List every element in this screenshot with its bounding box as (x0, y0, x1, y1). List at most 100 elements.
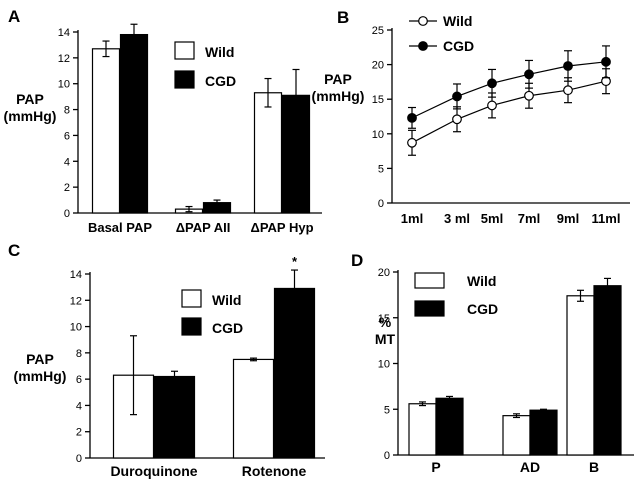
y-tick-label: 8 (64, 105, 70, 117)
y-tick-label: 4 (76, 400, 82, 412)
panel-label: C (8, 241, 20, 260)
y-tick-label: 15 (372, 94, 384, 106)
bar-wild (91, 48, 121, 214)
y-tick-label: 25 (372, 25, 384, 37)
x-tick-label: 7ml (518, 211, 540, 226)
bar-cgd (273, 287, 316, 459)
legend-label-cgd: CGD (443, 38, 474, 54)
point-wild (487, 100, 497, 111)
y-axis-label: PAP (26, 351, 54, 367)
category-label: B (589, 459, 599, 475)
y-tick-label: 14 (70, 269, 82, 281)
y-tick-label: 5 (378, 163, 384, 175)
y-tick-label: 12 (58, 53, 70, 65)
y-tick-label: 10 (70, 322, 82, 334)
y-axis-label: (mmHg) (312, 88, 365, 104)
legend-swatch-wild (174, 41, 195, 60)
bar-wild (253, 92, 283, 214)
legend-marker-cgd (418, 41, 428, 51)
legend-label-cgd: CGD (212, 320, 243, 336)
bar-wild (408, 403, 437, 456)
category-label: Rotenone (242, 463, 307, 479)
y-axis-label: PAP (16, 91, 44, 107)
legend-marker-wild (418, 16, 428, 26)
panel-d: D 0 5 10 15 20%MT P AD B Wild CGD (351, 251, 634, 475)
y-tick-label: 2 (76, 427, 82, 439)
y-tick-label: 6 (76, 374, 82, 386)
bar-wild (502, 415, 531, 456)
y-tick-label: 4 (64, 156, 70, 168)
y-tick-label: 0 (378, 198, 384, 210)
series-line-wild (411, 80, 607, 144)
legend-swatch-wild (414, 272, 445, 289)
y-tick-label: 0 (64, 208, 70, 220)
legend-label-wild: Wild (467, 273, 496, 289)
x-tick-label: 9ml (557, 211, 579, 226)
legend-label-wild: Wild (212, 292, 241, 308)
y-tick-label: 8 (76, 348, 82, 360)
category-label: Duroquinone (110, 463, 197, 479)
panel-label: D (351, 251, 363, 270)
y-tick-label: 10 (58, 79, 70, 91)
legend-label-cgd: CGD (467, 301, 498, 317)
legend-label-wild: Wild (443, 13, 472, 29)
point-cgd (601, 56, 611, 67)
panel-label: B (337, 8, 349, 27)
panel-label: A (8, 7, 20, 26)
bar-cgd (435, 397, 464, 456)
point-wild (407, 137, 417, 148)
legend: Wild CGD (414, 272, 498, 317)
point-wild (524, 90, 534, 101)
x-tick-label: 5ml (481, 211, 503, 226)
y-axis-label: % (379, 314, 392, 330)
point-wild (563, 85, 573, 96)
legend: Wild CGD (181, 289, 243, 336)
y-tick-label: 12 (70, 295, 82, 307)
y-tick-label: 20 (378, 267, 390, 279)
point-wild (452, 114, 462, 125)
category-label: P (431, 459, 440, 475)
legend-label-cgd: CGD (205, 73, 236, 89)
category-label: Basal PAP (88, 220, 152, 235)
legend-swatch-cgd (174, 70, 195, 89)
y-tick-label: 20 (372, 60, 384, 72)
y-tick-label: 10 (378, 359, 390, 371)
y-axis-label: (mmHg) (14, 368, 67, 384)
bar-cgd (593, 285, 622, 456)
y-tick-label: 2 (64, 182, 70, 194)
y-axis-label: PAP (324, 71, 352, 87)
y-tick-label: 10 (372, 129, 384, 141)
point-cgd (487, 78, 497, 89)
point-cgd (407, 112, 417, 123)
point-cgd (524, 69, 534, 80)
point-cgd (452, 91, 462, 102)
series-line-cgd (411, 61, 607, 119)
bar-cgd (119, 33, 149, 214)
y-tick-label: 5 (384, 404, 390, 416)
y-tick-label: 0 (384, 450, 390, 462)
legend-label-wild: Wild (205, 44, 234, 60)
y-tick-label: 15 (378, 313, 390, 325)
category-label: ΔPAP Hyp (250, 220, 313, 235)
significance-marker: * (292, 254, 298, 269)
legend-swatch-cgd (414, 300, 445, 317)
y-tick-label: 0 (76, 453, 82, 465)
legend: Wild CGD (174, 41, 236, 89)
legend: Wild CGD (409, 13, 474, 54)
x-tick-label: 1ml (401, 211, 423, 226)
bar-cgd (529, 409, 558, 456)
bar-cgd (153, 375, 196, 459)
y-tick-label: 14 (58, 27, 70, 39)
point-cgd (563, 61, 573, 71)
y-axis-label: (mmHg) (4, 108, 57, 124)
y-axis-label: MT (375, 331, 396, 347)
legend-swatch-wild (181, 289, 202, 308)
x-tick-label: 11ml (592, 211, 621, 226)
x-tick-label: 3 ml (444, 211, 470, 226)
category-label: ΔPAP AII (176, 220, 231, 235)
category-label: AD (520, 459, 540, 475)
y-tick-label: 6 (64, 130, 70, 142)
legend-swatch-cgd (181, 317, 202, 336)
panel-c: C 0 2 4 6 8 10 12 14 PAP(mmHg) Duroquinone Rotenone… (8, 241, 325, 479)
